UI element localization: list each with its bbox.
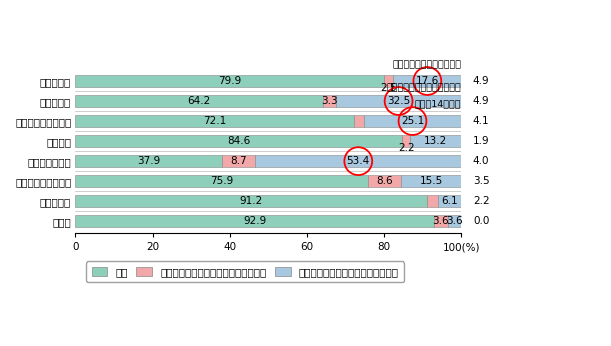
Bar (222, 155, 255, 167)
Text: 79.9: 79.9 (218, 76, 241, 86)
Bar (75, 95, 323, 107)
Text: 4.0: 4.0 (473, 156, 489, 166)
Text: 購入したことがある人の割合: 購入したことがある人の割合 (387, 83, 461, 92)
Text: 3.5: 3.5 (473, 176, 489, 186)
Text: 1.9: 1.9 (473, 136, 489, 146)
Text: 2.2: 2.2 (473, 196, 489, 206)
Bar (336, 95, 461, 107)
Bar (75, 175, 368, 187)
Bar (411, 135, 461, 147)
Bar (364, 115, 461, 127)
Legend: 店頭, その他（通販カタログ、通販番組等）, パソコン・携帯電話のウェブサイト: 店頭, その他（通販カタログ、通販番組等）, パソコン・携帯電話のウェブサイト (86, 262, 404, 282)
Text: 4.1: 4.1 (473, 116, 489, 126)
Text: 13.2: 13.2 (424, 136, 447, 146)
Bar (448, 216, 462, 227)
Text: 17.6: 17.6 (415, 76, 439, 86)
Text: 84.6: 84.6 (227, 136, 251, 146)
Text: 25.1: 25.1 (401, 116, 424, 126)
Text: 0.0: 0.0 (473, 216, 489, 226)
Text: 2.2: 2.2 (398, 143, 414, 153)
Text: 8.6: 8.6 (376, 176, 393, 186)
Text: 6.1: 6.1 (441, 196, 458, 206)
Text: 3.3: 3.3 (321, 96, 338, 106)
Bar (434, 216, 448, 227)
Text: 72.1: 72.1 (203, 116, 226, 126)
Text: 3.6: 3.6 (447, 216, 463, 226)
Text: 75.9: 75.9 (210, 176, 233, 186)
Bar (75, 115, 354, 127)
Bar (75, 135, 402, 147)
Bar (427, 195, 437, 207)
Bar (255, 155, 461, 167)
Bar (402, 135, 411, 147)
Text: 37.9: 37.9 (137, 156, 160, 166)
Bar (75, 216, 434, 227)
Text: （参考）インターネットで: （参考）インターネットで (392, 60, 461, 69)
Bar (75, 75, 384, 87)
Text: 53.4: 53.4 (346, 156, 370, 166)
Text: 92.9: 92.9 (243, 216, 266, 226)
Bar (75, 155, 222, 167)
Bar (75, 195, 427, 207)
Bar (401, 175, 461, 187)
Text: （平成14年末）: （平成14年末） (415, 100, 461, 109)
Text: 3.6: 3.6 (433, 216, 449, 226)
Text: 4.9: 4.9 (473, 76, 489, 86)
Text: 91.2: 91.2 (240, 196, 263, 206)
Bar (354, 115, 364, 127)
Bar (323, 95, 336, 107)
Text: 15.5: 15.5 (420, 176, 443, 186)
Bar (368, 175, 401, 187)
Text: 4.9: 4.9 (473, 96, 489, 106)
Text: 32.5: 32.5 (387, 96, 410, 106)
Text: 64.2: 64.2 (188, 96, 211, 106)
Bar (437, 195, 461, 207)
Bar (384, 75, 393, 87)
Bar (393, 75, 461, 87)
Text: 2.5: 2.5 (380, 83, 397, 93)
Text: 8.7: 8.7 (230, 156, 247, 166)
